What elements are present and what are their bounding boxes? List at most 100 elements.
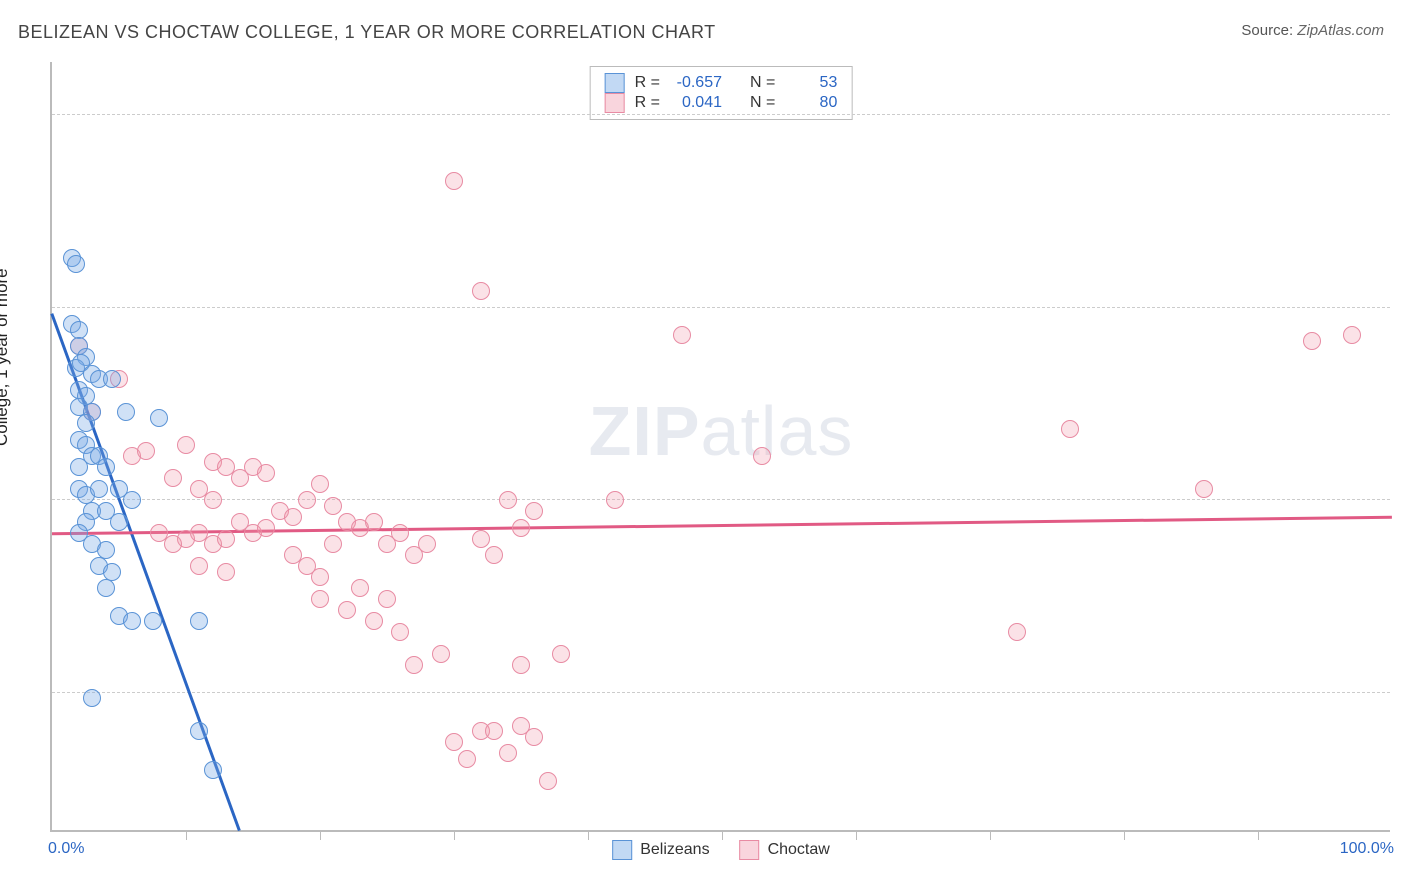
gridline (52, 692, 1390, 693)
data-point (525, 502, 543, 520)
data-point (97, 458, 115, 476)
data-point (123, 491, 141, 509)
data-point (144, 612, 162, 630)
legend-item-choctaw: Choctaw (740, 840, 830, 860)
data-point (458, 750, 476, 768)
data-point (351, 579, 369, 597)
data-point (365, 513, 383, 531)
data-point (311, 568, 329, 586)
data-point (298, 491, 316, 509)
data-point (103, 563, 121, 581)
swatch-belizeans-icon (605, 73, 625, 93)
x-tick-min: 0.0% (48, 840, 84, 858)
data-point (1195, 480, 1213, 498)
n-value-choctaw: 80 (785, 94, 837, 112)
data-point (753, 447, 771, 465)
x-tick (856, 830, 857, 840)
plot-area: ZIPatlas R = -0.657 N = 53 R = 0.041 N =… (50, 62, 1390, 832)
source-value: ZipAtlas.com (1297, 22, 1384, 39)
data-point (90, 480, 108, 498)
y-tick-label: 80.0% (1400, 106, 1406, 124)
x-tick (1124, 830, 1125, 840)
stats-legend-box: R = -0.657 N = 53 R = 0.041 N = 80 (590, 66, 853, 120)
n-label: N = (750, 74, 775, 92)
legend-swatch-choctaw-icon (740, 840, 760, 860)
data-point (445, 172, 463, 190)
gridline (52, 114, 1390, 115)
r-value-belizeans: -0.657 (670, 74, 722, 92)
data-point (525, 728, 543, 746)
data-point (204, 491, 222, 509)
legend-label-belizeans: Belizeans (640, 841, 709, 859)
y-tick-label: 62.5% (1400, 299, 1406, 317)
source-credit: Source: ZipAtlas.com (1241, 22, 1384, 39)
data-point (67, 255, 85, 273)
data-point (485, 722, 503, 740)
data-point (539, 772, 557, 790)
y-tick-label: 45.0% (1400, 491, 1406, 509)
data-point (217, 530, 235, 548)
x-tick (454, 830, 455, 840)
data-point (77, 414, 95, 432)
r-value-choctaw: 0.041 (670, 94, 722, 112)
data-point (1008, 623, 1026, 641)
data-point (1343, 326, 1361, 344)
data-point (190, 557, 208, 575)
data-point (485, 546, 503, 564)
legend-swatch-belizeans-icon (612, 840, 632, 860)
data-point (338, 601, 356, 619)
data-point (445, 733, 463, 751)
data-point (137, 442, 155, 460)
watermark-light: atlas (701, 392, 854, 470)
data-point (311, 590, 329, 608)
x-tick (320, 830, 321, 840)
data-point (1061, 420, 1079, 438)
data-point (70, 321, 88, 339)
data-point (97, 579, 115, 597)
data-point (117, 403, 135, 421)
bottom-legend: Belizeans Choctaw (612, 840, 830, 860)
n-label: N = (750, 94, 775, 112)
data-point (257, 519, 275, 537)
legend-label-choctaw: Choctaw (768, 841, 830, 859)
data-point (606, 491, 624, 509)
data-point (217, 563, 235, 581)
r-label: R = (635, 94, 660, 112)
n-value-belizeans: 53 (785, 74, 837, 92)
data-point (418, 535, 436, 553)
data-point (472, 530, 490, 548)
data-point (311, 475, 329, 493)
data-point (123, 612, 141, 630)
gridline (52, 499, 1390, 500)
stats-row-belizeans: R = -0.657 N = 53 (605, 73, 838, 93)
data-point (164, 469, 182, 487)
data-point (512, 519, 530, 537)
data-point (391, 524, 409, 542)
data-point (324, 497, 342, 515)
data-point (83, 689, 101, 707)
x-tick (722, 830, 723, 840)
data-point (673, 326, 691, 344)
gridline (52, 307, 1390, 308)
chart-container: BELIZEAN VS CHOCTAW COLLEGE, 1 YEAR OR M… (0, 0, 1406, 892)
x-tick (990, 830, 991, 840)
data-point (284, 508, 302, 526)
data-point (103, 370, 121, 388)
legend-item-belizeans: Belizeans (612, 840, 709, 860)
x-tick (1258, 830, 1259, 840)
data-point (499, 491, 517, 509)
data-point (324, 535, 342, 553)
stats-row-choctaw: R = 0.041 N = 80 (605, 93, 838, 113)
source-label: Source: (1241, 22, 1293, 39)
data-point (190, 722, 208, 740)
y-tick-label: 27.5% (1400, 684, 1406, 702)
r-label: R = (635, 74, 660, 92)
y-axis-label: College, 1 year or more (0, 268, 12, 446)
data-point (164, 535, 182, 553)
data-point (512, 656, 530, 674)
data-point (432, 645, 450, 663)
data-point (177, 436, 195, 454)
data-point (1303, 332, 1321, 350)
data-point (204, 761, 222, 779)
data-point (257, 464, 275, 482)
